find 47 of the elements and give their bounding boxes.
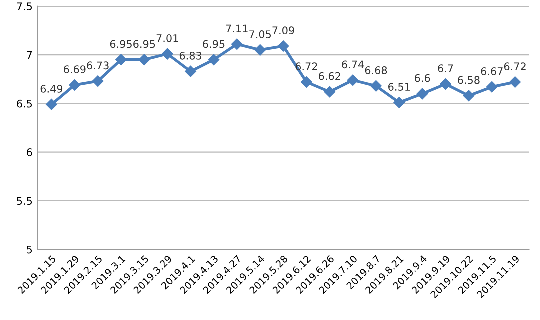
point <box>394 97 405 108</box>
data-label: 6.95 <box>203 40 225 48</box>
point <box>347 74 359 86</box>
point <box>162 48 174 60</box>
data-label: 6.73 <box>87 62 109 70</box>
y-tick-label: 6.5 <box>17 100 32 108</box>
data-label: 6.74 <box>342 60 364 69</box>
data-label: 6.7 <box>438 64 454 72</box>
point <box>416 88 428 100</box>
point <box>92 76 104 87</box>
data-label: 6.51 <box>388 83 410 91</box>
data-label: 6.83 <box>180 52 202 60</box>
point <box>46 99 58 110</box>
point <box>370 80 382 92</box>
y-tick-label: 7.5 <box>17 2 32 11</box>
point <box>440 78 452 90</box>
point <box>278 40 290 52</box>
data-label: 7.09 <box>272 26 294 35</box>
point <box>138 54 150 66</box>
point <box>510 76 521 88</box>
data-label: 7.11 <box>226 24 248 32</box>
point <box>232 38 243 50</box>
data-label: 7.01 <box>156 34 178 42</box>
data-label: 6.67 <box>481 68 503 76</box>
point <box>254 44 266 56</box>
data-label: 6.95 <box>134 40 156 48</box>
point <box>208 54 220 66</box>
y-tick-label: 6 <box>27 148 32 156</box>
data-label: 6.68 <box>365 66 388 74</box>
point <box>69 80 80 91</box>
point <box>324 86 336 98</box>
y-tick-label: 5.5 <box>17 197 32 206</box>
data-label: 6.6 <box>415 74 430 82</box>
point <box>116 54 127 66</box>
y-tick-label: 7 <box>27 51 32 59</box>
y-tick-label: 5 <box>27 246 32 254</box>
data-label: 6.58 <box>458 76 480 84</box>
point <box>301 76 312 88</box>
data-label: 6.62 <box>318 72 340 80</box>
data-label: 6.72 <box>504 62 526 71</box>
point <box>486 82 498 93</box>
data-label: 6.95 <box>110 40 132 48</box>
point <box>185 66 196 78</box>
data-label: 6.49 <box>40 85 63 93</box>
point <box>463 90 475 102</box>
data-label: 7.05 <box>250 30 272 38</box>
data-label: 6.69 <box>64 66 86 74</box>
